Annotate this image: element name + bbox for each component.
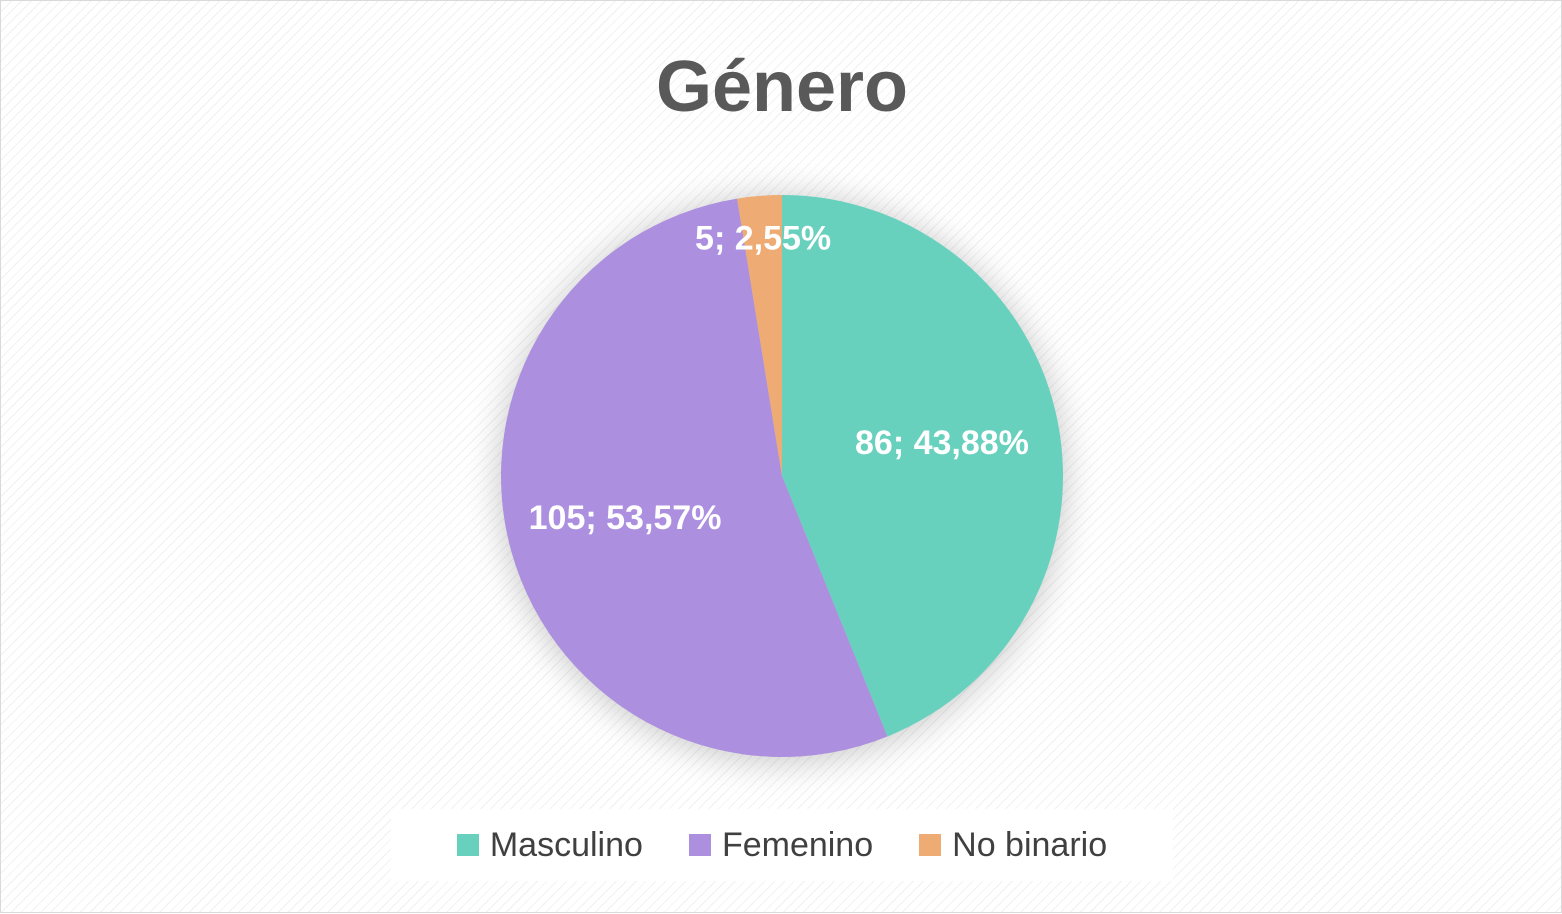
legend-item-femenino: Femenino <box>688 825 874 865</box>
legend-label-masculino: Masculino <box>489 825 643 864</box>
data-label-masculino: 86; 43,88% <box>855 424 1029 462</box>
legend-swatch-masculino <box>456 834 479 856</box>
legend-label-femenino: Femenino <box>721 825 874 864</box>
pie-slice-masculino <box>782 195 1063 737</box>
legend-swatch-no-binario <box>919 834 942 856</box>
chart-title: Género <box>655 47 909 127</box>
pie-slice-no-binario <box>737 195 782 476</box>
legend: Masculino Femenino No binario <box>391 809 1173 881</box>
data-label-no-binario: 5; 2,55% <box>695 220 831 258</box>
legend-item-no-binario: No binario <box>919 826 1107 865</box>
legend-swatch-femenino <box>688 834 711 856</box>
legend-label-no-binario: No binario <box>952 825 1108 864</box>
legend-item-masculino: Masculino <box>456 825 643 865</box>
data-label-femenino: 105; 53,57% <box>529 499 722 537</box>
pie-slice-femenino <box>500 198 888 757</box>
